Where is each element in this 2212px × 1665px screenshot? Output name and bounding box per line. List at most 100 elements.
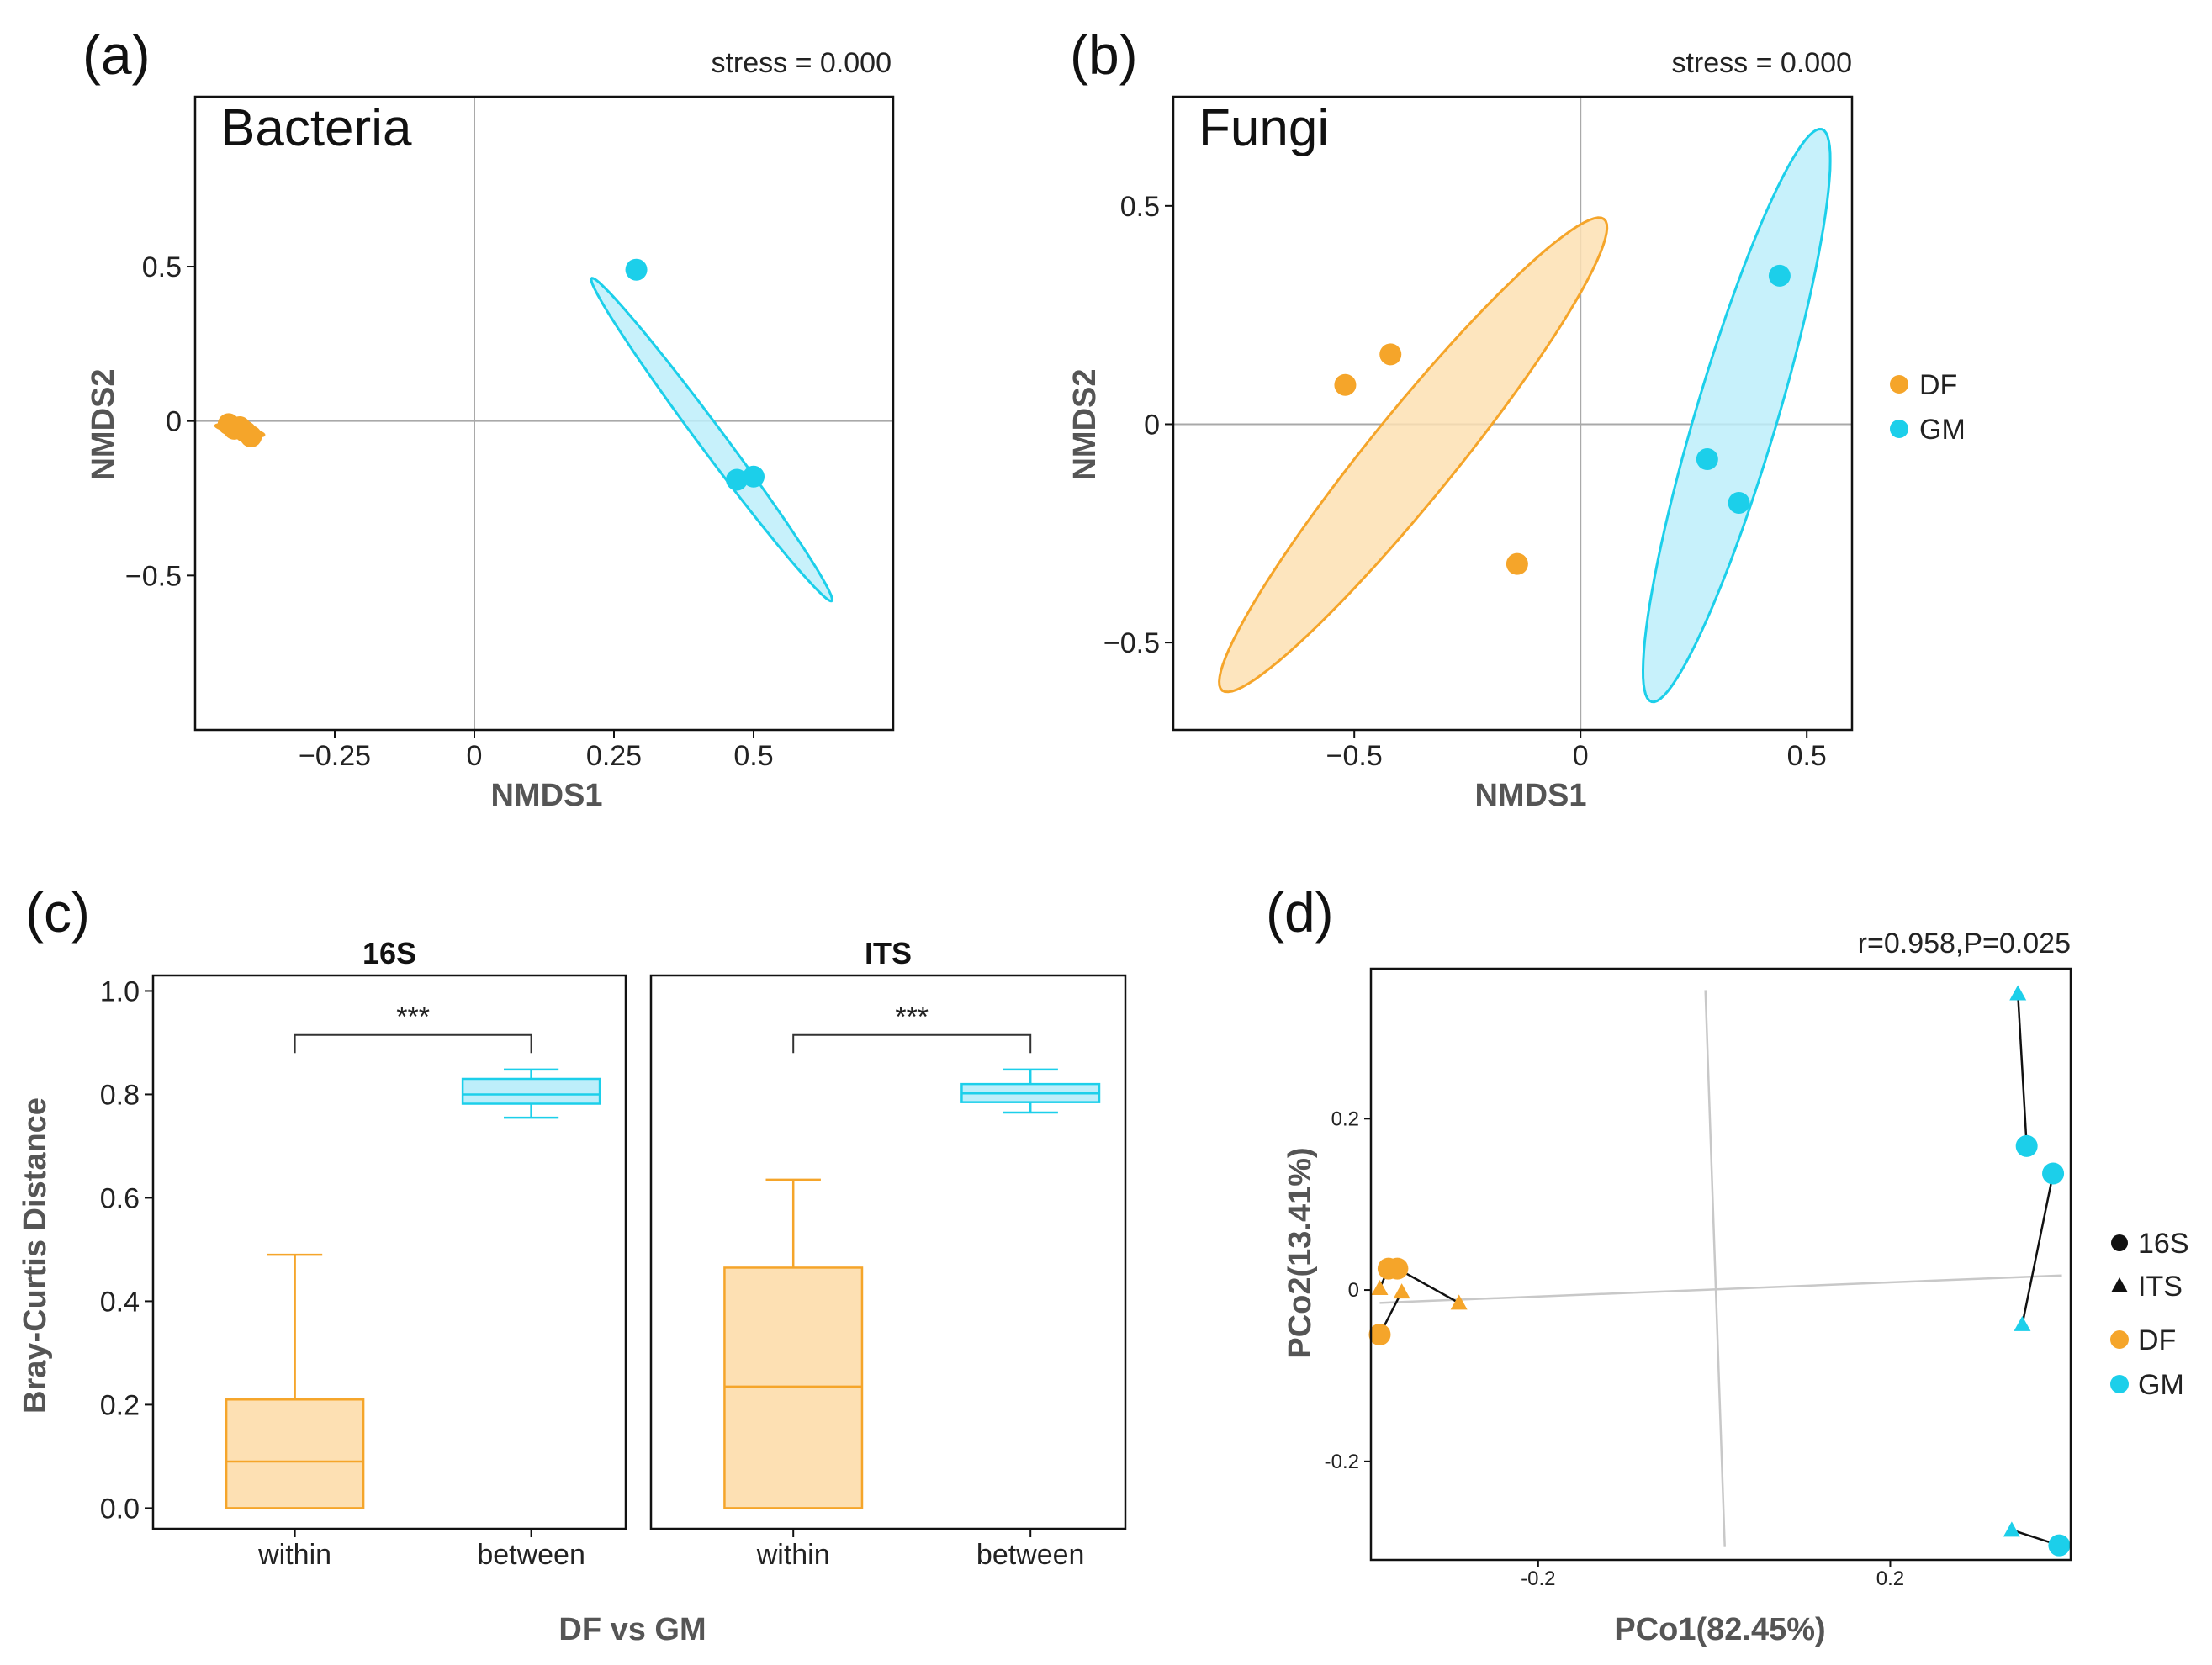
x-tick-label: between [477, 1539, 585, 1571]
confidence-ellipse-df [1218, 216, 1609, 694]
procrustes-link [1396, 1267, 1460, 1304]
y-tick-label: 0.4 [100, 1286, 140, 1318]
y-tick-label: -0.2 [1325, 1451, 1359, 1473]
point-gm [1696, 448, 1718, 471]
legend-bottom-gm-marker [2110, 1375, 2129, 1393]
point-its [1393, 1283, 1410, 1299]
panel-c: (c) 16S ITS *** within between *** within bet… [18, 881, 1127, 1647]
procrustes-pair-gm [2003, 1521, 2071, 1557]
point-its [1450, 1294, 1468, 1310]
facet-its: *** within between [649, 974, 1127, 1571]
point-df [1506, 552, 1528, 575]
point-gm [726, 468, 749, 491]
procrustes-pair-df [1368, 1283, 1410, 1346]
legend-its-marker [2111, 1277, 2128, 1292]
point-16s [1386, 1257, 1409, 1280]
panel-a-plot: −0.25 0 0.25 0.5 −0.5 0 0.5 [125, 95, 895, 772]
reference-axis-line [1704, 990, 1726, 1547]
panel-a: (a) stress = 0.000 −0.25 0 0.25 0.5 −0.5 0 0.5… [82, 24, 895, 813]
point-its [2014, 1315, 2031, 1331]
legend-16s-marker [2111, 1234, 2128, 1251]
box-iqr [225, 1398, 365, 1509]
plot-frame [193, 95, 895, 732]
plot-frame [1172, 95, 1854, 732]
y-tick-label: 1.0 [100, 975, 140, 1007]
point-its [2003, 1521, 2020, 1537]
legend-groups-top: DF GM [1890, 369, 1966, 446]
panel-c-label: (c) [25, 881, 90, 944]
panel-b-ylabel: NMDS2 [1067, 368, 1103, 480]
y-tick-label: −0.5 [1103, 627, 1160, 659]
panel-d-ylabel: PCo2(13.41%) [1283, 1147, 1318, 1358]
significance-bracket [294, 1033, 532, 1054]
box-within [723, 1178, 864, 1509]
significance-label: *** [396, 1002, 430, 1033]
y-tick-label: 0 [1348, 1279, 1359, 1302]
panel-b-plot: −0.5 0 0.5 −0.5 0 0.5 [1103, 95, 1854, 772]
legend-bottom: 16S ITS DF GM [2110, 1228, 2189, 1401]
procrustes-link [2016, 993, 2028, 1146]
legend-its-label: ITS [2138, 1271, 2183, 1303]
box-within [225, 1253, 365, 1509]
facet-frame [151, 974, 627, 1530]
legend-top-df-label: DF [1919, 369, 1957, 401]
panel-a-label: (a) [82, 24, 151, 86]
y-tick-label: 0.5 [1120, 191, 1160, 223]
legend-16s-label: 16S [2138, 1228, 2189, 1260]
panel-c-facet2-title: ITS [865, 936, 912, 970]
x-tick-label: within [257, 1539, 331, 1571]
point-16s [2048, 1534, 2071, 1557]
panel-d-label: (d) [1266, 881, 1334, 944]
legend-bottom-df-marker [2110, 1330, 2129, 1349]
x-tick-label: 0.25 [586, 740, 642, 772]
point-gm [1728, 491, 1750, 514]
panel-c-facet1-title: 16S [362, 936, 416, 970]
panel-d-annotation: r=0.958,P=0.025 [1858, 928, 2071, 959]
y-tick-label: 0 [166, 406, 182, 438]
point-16s [2015, 1134, 2038, 1157]
panel-b: (b) stress = 0.000 −0.5 0 0.5 −0.5 0 0.5 Fung… [1067, 24, 1854, 813]
legend-top-df-marker [1890, 375, 1908, 394]
x-tick-label: 0 [1573, 740, 1589, 772]
y-tick-label: 0.5 [142, 251, 182, 283]
y-tick-label: 0.6 [100, 1182, 140, 1214]
panel-d-plot: -0.2 0.2 -0.2 0 0.2 [1325, 967, 2072, 1590]
x-tick-label: between [976, 1539, 1085, 1571]
plot-area [1173, 97, 1852, 730]
point-gm [743, 465, 765, 488]
panel-b-label: (b) [1070, 24, 1138, 86]
box-between [960, 1068, 1101, 1114]
point-16s [2042, 1162, 2065, 1185]
x-tick-label: −0.25 [299, 740, 371, 772]
y-tick-label: 0.2 [100, 1389, 140, 1421]
panel-a-title: Bacteria [220, 99, 412, 157]
panel-a-xlabel: NMDS1 [490, 778, 602, 813]
point-16s [1368, 1324, 1391, 1346]
x-tick-label: 0 [467, 740, 483, 772]
panel-d-xlabel: PCo1(82.45%) [1614, 1612, 1825, 1647]
y-tick-label: 0.2 [1331, 1107, 1359, 1130]
panel-d: (d) r=0.958,P=0.025 -0.2 0.2 -0.2 0 0.2 PCo1… [1266, 881, 2072, 1647]
significance-bracket [792, 1033, 1032, 1054]
procrustes-pair-gm [2014, 1162, 2065, 1331]
reference-axis-line [1379, 1274, 2062, 1304]
point-gm [625, 258, 648, 281]
point-its [1371, 1280, 1389, 1296]
confidence-ellipse-gm [590, 277, 833, 603]
x-tick-label: 0.5 [733, 740, 773, 772]
y-tick-label: 0.0 [100, 1493, 140, 1525]
plot-area [195, 97, 893, 730]
plot-frame [1369, 967, 2072, 1562]
facet-frame [649, 974, 1127, 1530]
x-tick-label: −0.5 [1326, 740, 1383, 772]
box-iqr [461, 1077, 601, 1105]
point-df [240, 426, 262, 448]
legend-top-gm-label: GM [1919, 414, 1966, 446]
facet-16s: *** within between [151, 974, 627, 1571]
procrustes-link [2021, 1173, 2055, 1325]
x-tick-label: within [756, 1539, 830, 1571]
box-iqr [723, 1266, 864, 1509]
significance-label: *** [895, 1002, 929, 1033]
legend-top-gm-marker [1890, 420, 1908, 438]
panel-b-title: Fungi [1199, 99, 1329, 157]
